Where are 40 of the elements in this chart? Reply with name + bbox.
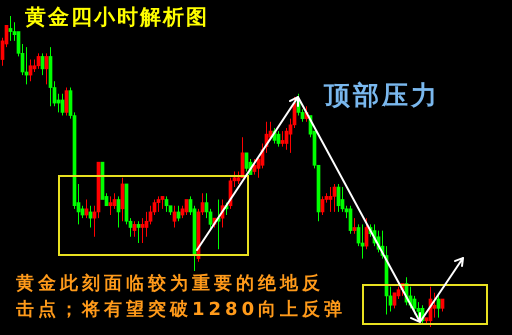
candlestick — [440, 298, 444, 312]
candlestick — [176, 205, 180, 222]
candlestick — [160, 196, 164, 210]
candlestick — [172, 205, 176, 228]
candlestick — [328, 186, 332, 212]
candlestick — [364, 218, 368, 250]
candlestick — [184, 198, 188, 216]
candlestick — [336, 183, 340, 212]
candlestick — [24, 46, 28, 85]
candlestick — [140, 218, 144, 244]
candlestick — [108, 196, 112, 216]
candlestick — [136, 220, 140, 244]
candlestick — [432, 292, 436, 318]
candlestick — [116, 196, 120, 228]
annotation: 顶部压力 — [324, 80, 440, 113]
candlestick — [8, 16, 12, 42]
candlestick — [40, 52, 44, 76]
candlestick — [84, 198, 88, 219]
chart-title: 黄金四小时解析图 — [25, 3, 209, 31]
candlestick — [60, 93, 64, 116]
candlestick — [244, 152, 248, 172]
candlestick — [36, 52, 40, 70]
candlestick — [64, 87, 68, 116]
candlestick — [412, 295, 416, 316]
candlestick — [348, 205, 352, 234]
candlestick — [252, 158, 256, 176]
candlestick — [132, 220, 136, 238]
candlestick — [360, 224, 364, 260]
candlestick — [280, 130, 284, 148]
candlestick — [276, 130, 280, 148]
candlestick — [164, 196, 168, 212]
candlestick — [352, 218, 356, 234]
candlestick — [156, 196, 160, 212]
candlestick — [320, 196, 324, 216]
candlestick — [28, 59, 32, 82]
candlestick — [332, 183, 336, 212]
candlestick — [88, 205, 92, 228]
candlestick — [436, 295, 440, 318]
annotation: 黄金此刻面临较为重要的绝地反击点；将有望突破1280向上反弹 — [16, 272, 348, 322]
candlestick — [44, 52, 48, 85]
